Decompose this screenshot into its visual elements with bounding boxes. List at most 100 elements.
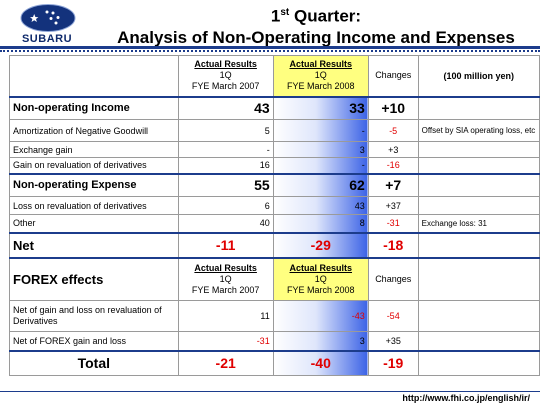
row-note xyxy=(417,95,540,120)
table-row: Exchange gain - 3 +3 xyxy=(9,141,540,158)
slide-header: SUBARU 1st Quarter: Analysis of Non-Oper… xyxy=(0,0,540,50)
row-note xyxy=(417,196,540,215)
row-note xyxy=(417,331,540,351)
table-row: Net of gain and loss on revaluation of D… xyxy=(9,300,540,332)
title-prefix: 1 xyxy=(270,6,281,26)
row-value-2008: - xyxy=(272,119,369,142)
forex-header-fy2008-line3: FYE March 2008 xyxy=(286,284,355,295)
row-change: +3 xyxy=(367,141,419,158)
row-label: Gain on revaluation of derivatives xyxy=(9,157,179,174)
row-value-2007: -31 xyxy=(177,331,274,351)
header-fy2008-line1: Actual Results xyxy=(289,59,353,70)
row-label: Loss on revaluation of derivatives xyxy=(9,196,179,215)
row-value-2008: 43 xyxy=(272,196,369,215)
row-note: Exchange loss: 31 xyxy=(417,214,540,234)
row-change: +35 xyxy=(367,331,419,351)
row-value-2007: 11 xyxy=(177,300,274,332)
row-value-2007: -21 xyxy=(177,349,274,376)
header-fy2007-line1: Actual Results xyxy=(194,59,257,70)
forex-header-fy2008: Actual Results 1Q FYE March 2008 xyxy=(272,257,369,301)
header-fy2008: Actual Results 1Q FYE March 2008 xyxy=(272,55,369,97)
forex-section-label: FOREX effects xyxy=(9,257,179,301)
row-label: Net of gain and loss on revaluation of D… xyxy=(9,300,179,332)
net-row: Net -11 -29 -18 xyxy=(9,232,540,259)
title-quarter: Quarter: xyxy=(289,6,362,26)
row-value-2008: -43 xyxy=(272,300,369,332)
header-fy2008-line2: 1Q xyxy=(314,70,327,81)
header-divider xyxy=(0,46,540,49)
row-value-2008: 3 xyxy=(272,141,369,158)
row-value-2008: - xyxy=(272,157,369,174)
forex-header-fy2008-line2: 1Q xyxy=(314,273,327,284)
row-label: Net xyxy=(9,232,179,259)
forex-header-row: FOREX effects Actual Results 1Q FYE Marc… xyxy=(9,257,540,301)
row-value-2008: 8 xyxy=(272,214,369,234)
header-fy2008-line3: FYE March 2008 xyxy=(286,81,355,92)
total-row: Total -21 -40 -19 xyxy=(9,349,540,376)
row-value-2007: 6 xyxy=(177,196,274,215)
row-note xyxy=(417,141,540,158)
forex-header-fy2008-line1: Actual Results xyxy=(289,262,353,273)
header-changes: Changes xyxy=(367,55,419,97)
row-note xyxy=(417,300,540,332)
row-note xyxy=(417,349,540,376)
table-header-row: Actual Results 1Q FYE March 2007 Actual … xyxy=(9,55,540,97)
row-note xyxy=(417,172,540,197)
table-row: Loss on revaluation of derivatives 6 43 … xyxy=(9,196,540,215)
footer-divider xyxy=(0,391,540,392)
row-label: Non-operating Income xyxy=(9,95,179,120)
row-label: Amortization of Negative Goodwill xyxy=(9,119,179,142)
row-value-2007: - xyxy=(177,141,274,158)
row-change: +7 xyxy=(367,172,419,197)
forex-header-fy2007-line1: Actual Results xyxy=(194,262,257,273)
footer-url-link[interactable]: http://www.fhi.co.jp/english/ir/ xyxy=(402,393,530,403)
row-value-2008: -29 xyxy=(272,232,369,259)
subaru-logo-icon xyxy=(20,4,76,32)
row-label: Net of FOREX gain and loss xyxy=(9,331,179,351)
row-value-2007: 55 xyxy=(177,172,274,197)
forex-header-fy2007: Actual Results 1Q FYE March 2007 xyxy=(177,257,274,301)
row-label: Non-operating Expense xyxy=(9,172,179,197)
row-change: -54 xyxy=(367,300,419,332)
row-label: Total xyxy=(9,349,179,376)
unit-note: (100 million yen) xyxy=(417,55,540,97)
title-superscript: st xyxy=(280,7,290,18)
row-change: -31 xyxy=(367,214,419,234)
header-fy2007-line2: 1Q xyxy=(219,70,232,81)
row-label: Exchange gain xyxy=(9,141,179,158)
row-change: -5 xyxy=(367,119,419,142)
row-value-2007: 16 xyxy=(177,157,274,174)
non-operating-table: Actual Results 1Q FYE March 2007 Actual … xyxy=(9,55,540,376)
subaru-logo: SUBARU xyxy=(6,4,88,46)
row-change: -18 xyxy=(367,232,419,259)
row-value-2008: 33 xyxy=(272,95,369,120)
title-subtitle: Analysis of Non-Operating Income and Exp… xyxy=(117,27,515,47)
row-value-2007: 40 xyxy=(177,214,274,234)
row-change: -16 xyxy=(367,157,419,174)
page-title: 1st Quarter: Analysis of Non-Operating I… xyxy=(100,2,532,48)
table-row: Non-operating Income 43 33 +10 xyxy=(9,95,540,120)
header-dotted-divider xyxy=(0,50,540,52)
table-row: Net of FOREX gain and loss -31 3 +35 xyxy=(9,331,540,351)
table-row: Gain on revaluation of derivatives 16 - … xyxy=(9,157,540,174)
row-value-2008: 62 xyxy=(272,172,369,197)
row-value-2007: -11 xyxy=(177,232,274,259)
table-row: Amortization of Negative Goodwill 5 - -5… xyxy=(9,119,540,142)
table-row: Other 40 8 -31 Exchange loss: 31 xyxy=(9,214,540,234)
forex-header-fy2007-line3: FYE March 2007 xyxy=(191,284,260,295)
forex-header-fy2007-line2: 1Q xyxy=(219,273,232,284)
header-empty-cell xyxy=(9,55,179,97)
brand-wordmark: SUBARU xyxy=(21,33,73,45)
forex-header-changes: Changes xyxy=(367,257,419,301)
row-value-2008: -40 xyxy=(272,349,369,376)
row-change: +37 xyxy=(367,196,419,215)
table-row: Non-operating Expense 55 62 +7 xyxy=(9,172,540,197)
row-value-2008: 3 xyxy=(272,331,369,351)
row-value-2007: 43 xyxy=(177,95,274,120)
row-label: Other xyxy=(9,214,179,234)
row-note xyxy=(417,232,540,259)
forex-header-empty xyxy=(417,257,540,301)
row-change: -19 xyxy=(367,349,419,376)
row-change: +10 xyxy=(367,95,419,120)
row-value-2007: 5 xyxy=(177,119,274,142)
